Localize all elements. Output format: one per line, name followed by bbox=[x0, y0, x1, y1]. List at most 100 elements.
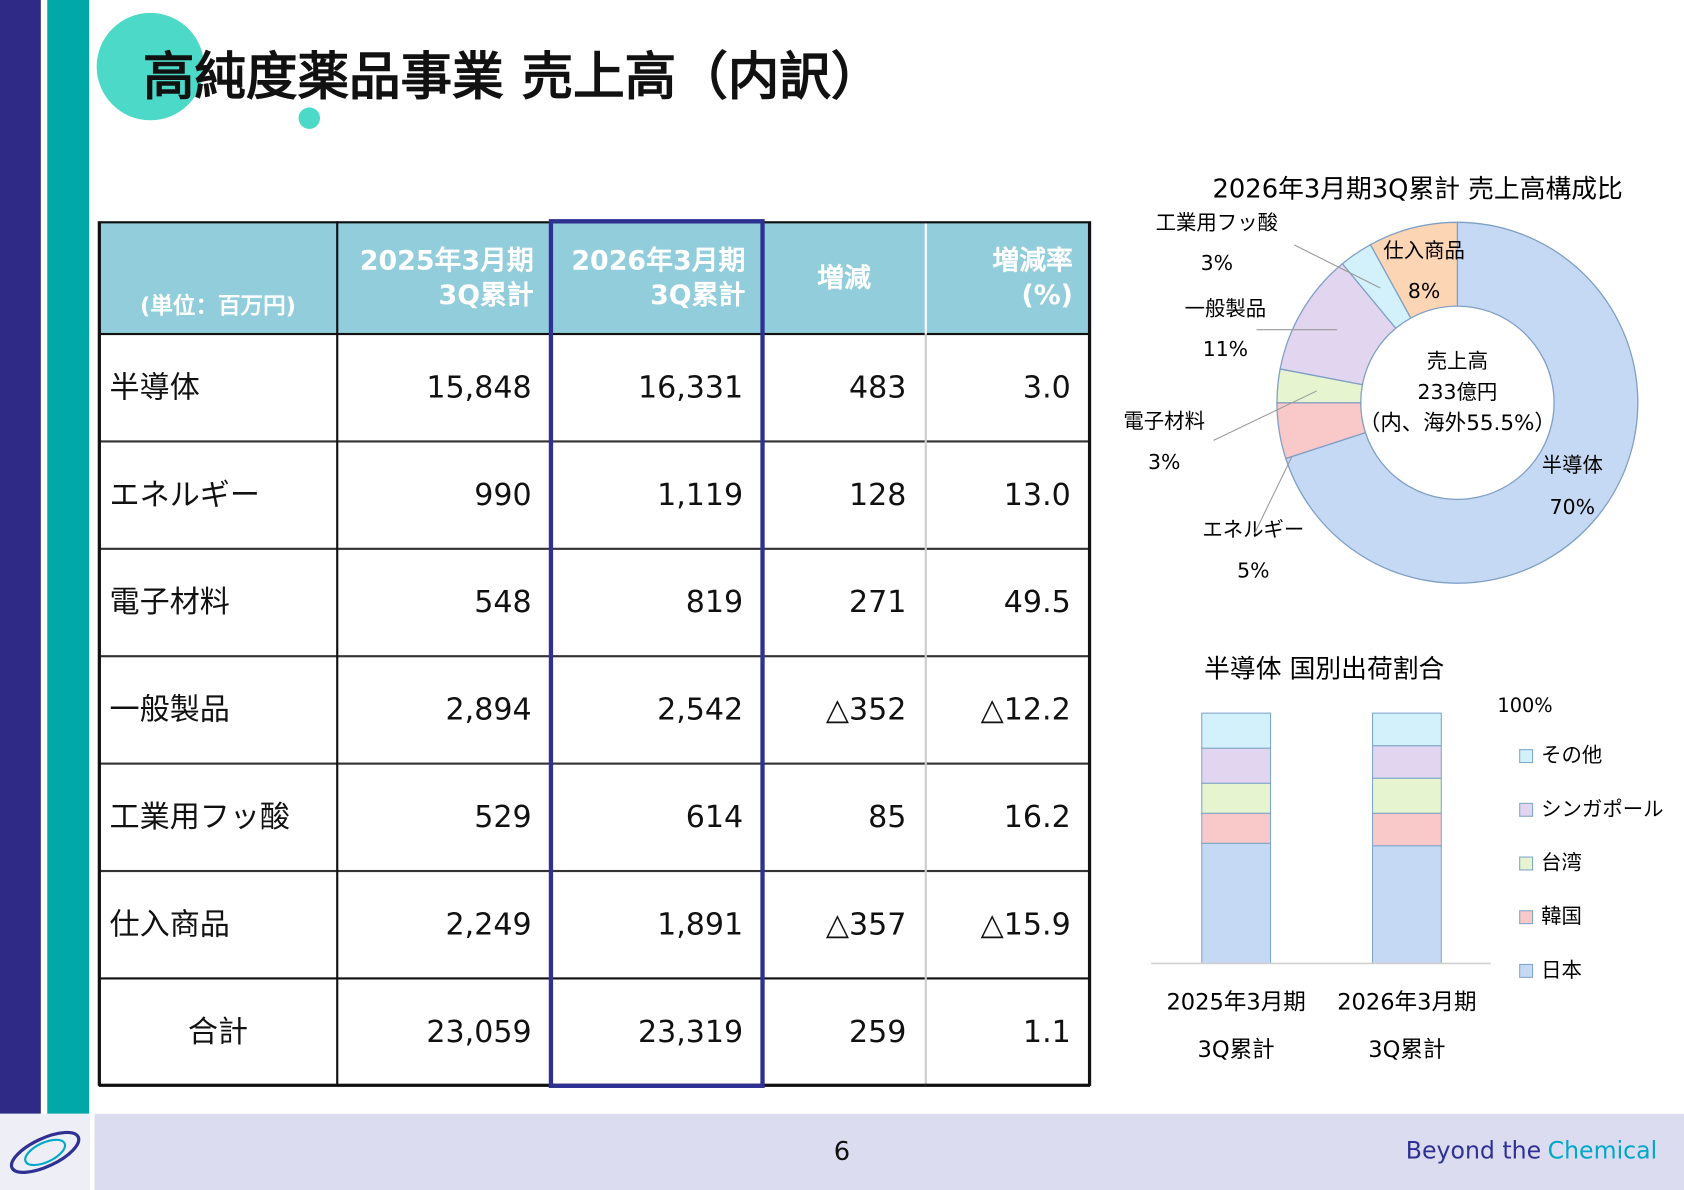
x-tick-label: 3Q累計 bbox=[1198, 1037, 1275, 1063]
bar-segment bbox=[1372, 745, 1442, 779]
table-cell: 614 bbox=[685, 799, 744, 835]
center-text: 売上高 bbox=[1427, 349, 1488, 373]
col-line bbox=[924, 221, 927, 335]
table-cell: 548 bbox=[474, 584, 532, 620]
table-cell: 990 bbox=[474, 476, 532, 513]
chart-title: 半導体 国別出荷割合 bbox=[1204, 655, 1444, 685]
title-deco bbox=[298, 107, 321, 129]
row-line bbox=[98, 547, 1091, 550]
table-cell: 49.5 bbox=[1003, 584, 1071, 620]
slice-value: 70% bbox=[1550, 495, 1595, 519]
footer-bar bbox=[94, 1113, 1684, 1190]
title-deco bbox=[96, 12, 205, 121]
table-cell: 1,119 bbox=[657, 476, 744, 513]
header-cell: 3Q累計 bbox=[438, 278, 534, 310]
row-line bbox=[98, 762, 1091, 765]
brand-part: Chemical bbox=[1548, 1136, 1658, 1164]
slice-value: 5% bbox=[1237, 558, 1269, 582]
header-cell: 増減率 bbox=[992, 244, 1073, 276]
row-line bbox=[98, 869, 1091, 873]
legend-label: シンガポール bbox=[1541, 797, 1663, 821]
legend-label: その他 bbox=[1541, 743, 1602, 767]
legend-swatch bbox=[1519, 802, 1534, 817]
brand-part: Beyond the bbox=[1406, 1136, 1541, 1164]
leader-line bbox=[1213, 390, 1317, 441]
slice-value: 3% bbox=[1201, 251, 1233, 275]
bar-segment bbox=[1201, 782, 1272, 814]
chart-title: 2026年3月期3Q累計 売上高構成比 bbox=[1213, 175, 1623, 205]
table-cell: △15.9 bbox=[980, 906, 1071, 942]
bar-segment bbox=[1372, 777, 1442, 814]
table-cell: 85 bbox=[868, 799, 907, 835]
title: 高純度薬品事業 売上高（内訳） bbox=[143, 48, 883, 108]
teal-bar bbox=[47, 0, 90, 1114]
row-line bbox=[98, 655, 1091, 658]
table-cell: 23,319 bbox=[637, 1013, 744, 1050]
bar-segment bbox=[1201, 747, 1272, 784]
table-cell: エネルギー bbox=[109, 476, 260, 513]
leader-line bbox=[1293, 244, 1381, 289]
table-cell: △352 bbox=[825, 691, 907, 728]
bar-segment bbox=[1372, 845, 1442, 964]
table-cell: 271 bbox=[849, 584, 907, 620]
table-cell: 2,542 bbox=[657, 691, 744, 728]
center-text: 233億円 bbox=[1418, 380, 1498, 404]
legend-label: 韓国 bbox=[1541, 904, 1582, 928]
bar-segment bbox=[1372, 712, 1442, 747]
table-cell: 529 bbox=[474, 799, 532, 835]
slice-value: 8% bbox=[1408, 279, 1440, 303]
table-cell: 23,059 bbox=[426, 1013, 532, 1050]
table-cell: 仕入商品 bbox=[109, 906, 230, 942]
slice-label: 電子材料 bbox=[1123, 409, 1205, 433]
donut-slice bbox=[1369, 221, 1459, 319]
x-tick-label: 3Q累計 bbox=[1368, 1037, 1445, 1063]
table-cell: 電子材料 bbox=[109, 584, 230, 620]
table-cell: 128 bbox=[849, 476, 907, 513]
header-cell: 2026年3月期 bbox=[571, 244, 746, 276]
navy-bar bbox=[0, 0, 41, 1114]
slice-label: 一般製品 bbox=[1185, 296, 1267, 320]
table-cell: 16.2 bbox=[1003, 799, 1071, 835]
table-cell: 2,249 bbox=[445, 906, 532, 942]
table-cell: 483 bbox=[849, 369, 907, 405]
x-tick-label: 2025年3月期 bbox=[1166, 990, 1305, 1016]
header-cell: (%) bbox=[1021, 278, 1073, 310]
brand: Beyond the Chemical bbox=[1406, 1136, 1657, 1164]
table-cell: 1.1 bbox=[1022, 1013, 1071, 1050]
legend-swatch bbox=[1519, 749, 1534, 764]
slice-label: 半導体 bbox=[1542, 453, 1603, 477]
center-text: （内、海外55.5%） bbox=[1359, 411, 1556, 436]
slice-value: 11% bbox=[1203, 337, 1248, 361]
table-cell: 3.0 bbox=[1022, 369, 1071, 405]
table-cell: 16,331 bbox=[637, 369, 744, 405]
leader-line bbox=[1253, 456, 1293, 535]
table-cell: △12.2 bbox=[980, 691, 1071, 728]
bar-segment bbox=[1201, 812, 1272, 844]
table-cell: △357 bbox=[825, 906, 907, 942]
header-cell: 2025年3月期 bbox=[359, 244, 534, 276]
legend-swatch bbox=[1519, 856, 1534, 871]
highlight bbox=[548, 219, 765, 1088]
header-cell: (単位：百万円) bbox=[140, 293, 296, 319]
y-tick-label: 100% bbox=[1497, 694, 1552, 717]
table-cell: 合計 bbox=[187, 1013, 249, 1050]
slice-value: 3% bbox=[1148, 450, 1180, 474]
table-cell: 259 bbox=[849, 1013, 907, 1050]
table-cell: 一般製品 bbox=[109, 691, 230, 728]
slice-label: 仕入商品 bbox=[1383, 238, 1465, 262]
donut-slice bbox=[1284, 221, 1639, 584]
table-cell: 819 bbox=[685, 584, 744, 620]
legend-label: 日本 bbox=[1541, 958, 1582, 982]
col-line bbox=[97, 221, 100, 1086]
legend-swatch bbox=[1519, 910, 1534, 925]
header-cell: 3Q累計 bbox=[650, 278, 746, 310]
col-line bbox=[336, 221, 339, 1086]
row-line bbox=[98, 977, 1091, 980]
legend-label: 台湾 bbox=[1541, 851, 1582, 875]
bar-segment bbox=[1201, 842, 1272, 964]
logo bbox=[9, 1130, 81, 1174]
logo-box bbox=[0, 1113, 91, 1190]
